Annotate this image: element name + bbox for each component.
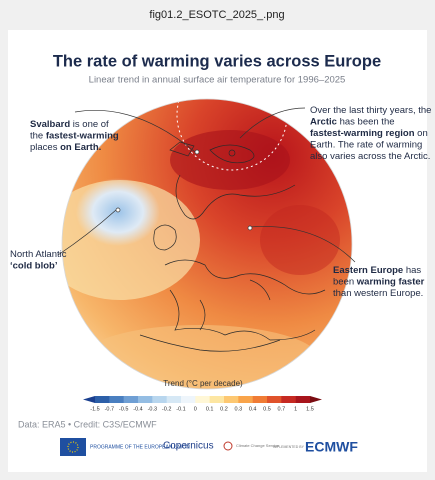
- annotation-text: Over the last thirty years, the: [310, 105, 431, 116]
- annotation-text: Svalbard: [30, 119, 70, 130]
- subtitle: Linear trend in annual surface air tempe…: [89, 75, 346, 86]
- colorbar-tick-label: -0.3: [148, 406, 157, 412]
- implemented-by: IMPLEMENTED BY: [273, 445, 305, 449]
- colorbar-bin: [295, 396, 311, 403]
- annotation-line: been warming faster: [333, 276, 425, 287]
- annotation-line: North Atlantic: [10, 249, 67, 260]
- colorbar-tick-label: 0.1: [206, 406, 214, 412]
- colorbar-tick-label: 0.5: [263, 406, 271, 412]
- colorbar-tick-label: 0.3: [235, 406, 243, 412]
- annotation-text: than western Europe.: [333, 288, 423, 299]
- copernicus-logo: Copernicus: [163, 441, 214, 452]
- colorbar-bin: [166, 396, 182, 403]
- annotation-line: also varies across the Arctic.: [310, 151, 430, 162]
- colorbar-tick-label: 1.5: [306, 406, 314, 412]
- annotation-text: has been the: [337, 116, 395, 127]
- colorbar-tick-label: 0: [194, 406, 197, 412]
- colorbar-tick-label: -0.7: [105, 406, 114, 412]
- annotation-text: on: [415, 128, 428, 139]
- globe: [62, 99, 352, 389]
- title: The rate of warming varies across Europe: [53, 52, 381, 70]
- annotation-text: also varies across the Arctic.: [310, 151, 430, 162]
- colorbar-arrow: [83, 396, 95, 403]
- eu-text: PROGRAMME OF THE EUROPEAN UNION: [90, 444, 190, 450]
- legend-title: Trend (°C per decade): [163, 379, 243, 388]
- colorbar-bin: [138, 396, 153, 403]
- colorbar-tick-label: 1: [294, 406, 297, 412]
- eu-flag: [60, 438, 86, 456]
- annotation-line: places on Earth.: [30, 142, 101, 153]
- annotation-line: Arctic has been the: [310, 116, 395, 127]
- annotation-line: the fastest-warming: [30, 130, 119, 141]
- annotation-line: fastest-warming region on: [310, 128, 428, 139]
- annotation-line: Earth. The rate of warming: [310, 139, 422, 150]
- colorbar-tick-label: -0.4: [133, 406, 142, 412]
- annotation-text: Earth. The rate of warming: [310, 139, 422, 150]
- colorbar-bin: [95, 396, 110, 403]
- colorbar-bin: [281, 396, 296, 403]
- colorbar-bin: [267, 396, 282, 403]
- colorbar-tick-label: -0.5: [119, 406, 128, 412]
- annotation-line: Over the last thirty years, the: [310, 105, 431, 116]
- annotation-text: warming faster: [356, 276, 425, 287]
- colorbar: -1.5 -0.7 -0.5 -0.4 -0.3 -0.2 -0.1 0 0.1 0.2 0.3 0.…: [83, 396, 322, 412]
- colorbar-tick-label: 0.7: [278, 406, 286, 412]
- colorbar-tick-label: 0.2: [220, 406, 228, 412]
- colorbar-bin: [181, 396, 196, 403]
- colorbar-bin: [195, 396, 210, 403]
- annotation-text: North Atlantic: [10, 249, 67, 260]
- colorbar-bin: [152, 396, 167, 403]
- colorbar-bin: [238, 396, 253, 403]
- annotation-line: than western Europe.: [333, 288, 423, 299]
- annotation-text: been: [333, 276, 357, 287]
- globe-outline: [61, 98, 353, 390]
- colorbar-bin: [224, 396, 239, 403]
- colorbar-bin: [252, 396, 268, 403]
- annotation-text: fastest-warming: [46, 130, 119, 141]
- c3s-logo: Climate Change Service: [236, 443, 280, 448]
- annotation-text: is one of: [70, 119, 109, 130]
- colorbar-bin: [109, 396, 124, 403]
- annotation-text: the: [30, 130, 46, 141]
- colorbar-tick-label: -0.1: [176, 406, 185, 412]
- colorbar-bin: [209, 396, 225, 403]
- source: Data: ERA5 • Credit: C3S/ECMWF: [18, 419, 157, 429]
- colorbar-tick-label: -0.2: [162, 406, 171, 412]
- ecmwf-logo: ECMWF: [305, 439, 358, 455]
- colorbar-bin: [123, 396, 139, 403]
- colorbar-arrow: [310, 396, 322, 403]
- annotation-line: ‘cold blob’: [10, 260, 58, 271]
- logos: PROGRAMME OF THE EUROPEAN UNION Copernic…: [60, 438, 358, 456]
- annotation-line: Svalbard is one of: [30, 119, 109, 130]
- annotation-line: Eastern Europe has: [333, 265, 421, 276]
- annotation-text: has: [403, 265, 421, 276]
- annotation-text: Eastern Europe: [333, 265, 403, 276]
- annotation-text: Arctic: [310, 116, 337, 127]
- leader-lines: [57, 107, 356, 263]
- annotation-text: fastest-warming region: [310, 128, 415, 139]
- window-title: fig01.2_ESOTC_2025_.png: [149, 9, 284, 21]
- colorbar-tick-label: 0.4: [249, 406, 257, 412]
- annotation-text: places: [30, 142, 60, 153]
- annotation-text: ‘cold blob’: [10, 260, 58, 271]
- annotation-text: on Earth.: [60, 142, 101, 153]
- colorbar-tick-label: -1.5: [90, 406, 99, 412]
